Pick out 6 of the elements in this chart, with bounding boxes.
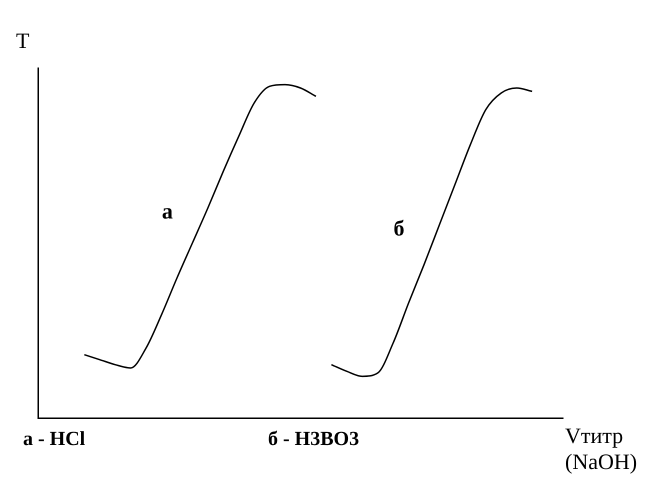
text: а - HCl — [23, 428, 86, 450]
text: б - H3BO3 — [268, 428, 360, 450]
y-axis-title: T — [16, 28, 30, 53]
series-label: б — [393, 215, 404, 240]
x-axis-title: Vтитр (NaOH) — [565, 422, 638, 474]
series-label: а — [162, 198, 173, 224]
